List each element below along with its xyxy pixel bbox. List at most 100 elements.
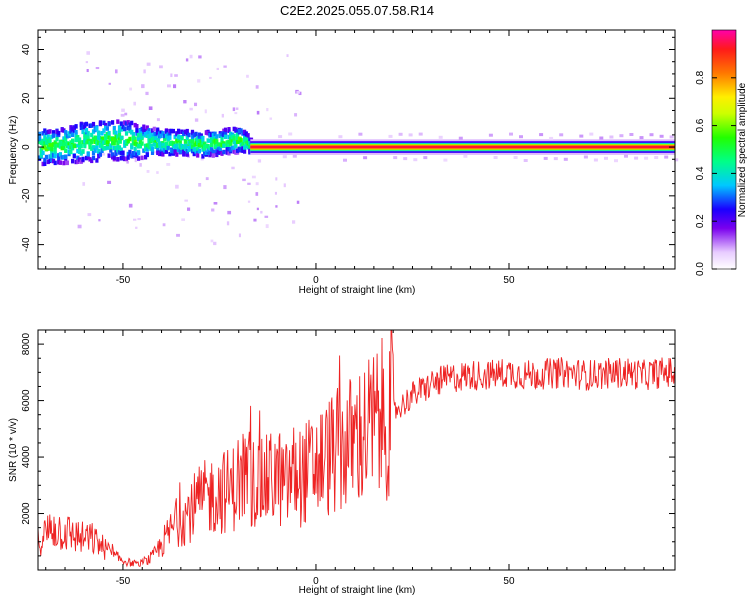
spectrogram-cell (55, 132, 59, 138)
spectrogram-cell (173, 134, 177, 140)
spectrogram-peak (105, 140, 110, 145)
spectrogram-cell (215, 139, 219, 144)
spectrogram-speckle (247, 200, 251, 203)
spectrogram-speckle (77, 224, 82, 229)
spectrogram-cell (150, 134, 155, 140)
spectrogram-cell (229, 141, 233, 146)
spectrogram-halo (418, 132, 423, 136)
spectrogram-speckle (253, 218, 257, 222)
spectrogram-cell (196, 146, 200, 151)
spectrogram-speckle (115, 69, 118, 74)
spectrogram-cell (84, 128, 89, 133)
spectrogram-cell (243, 129, 247, 135)
spectrogram-speckle (223, 185, 227, 190)
spectrogram-cell (196, 153, 200, 158)
spectrogram-cell (237, 147, 241, 152)
spectrogram-cell (95, 138, 99, 143)
spectrogram-cell (107, 135, 111, 140)
spectrogram-halo (398, 132, 403, 136)
spectrogram-cell (206, 131, 210, 136)
spectrogram-cell (150, 150, 155, 155)
spectrogram-cell (98, 152, 102, 157)
spectrogram-cell (220, 131, 224, 137)
spectrogram-cell (201, 147, 205, 152)
spectrogram-cell (64, 154, 68, 159)
spectrogram-cell (78, 149, 82, 154)
spectrogram-y-tick-label: 20 (21, 92, 32, 104)
spectrogram-speckle (87, 213, 92, 217)
colorbar-ticks: 0.0 0.2 0.4 0.6 0.8 (695, 70, 736, 276)
spectrogram-speckle (265, 224, 269, 229)
spectrogram-cell (137, 133, 141, 138)
spectrogram-halo (292, 154, 297, 158)
spectrogram-cell (183, 129, 188, 135)
spectrogram-speckle (255, 85, 259, 89)
spectrogram-cell (90, 146, 94, 151)
spectrogram-cell (199, 135, 203, 141)
spectrogram-peak (216, 142, 221, 147)
spectrogram-cell (149, 138, 153, 143)
spectrogram-cell (236, 136, 240, 141)
spectrogram-cell (211, 153, 215, 158)
spectrogram-cell (95, 158, 99, 163)
spectrogram-cell (124, 131, 129, 136)
spectrogram-cell (51, 130, 56, 135)
spectrogram-peak (76, 143, 81, 148)
spectrogram-cell (51, 158, 56, 164)
spectrogram-cell (100, 139, 104, 144)
spectrogram-cell (44, 154, 49, 160)
spectrogram-halo (604, 156, 608, 160)
spectrogram-speckle (135, 226, 138, 229)
spectrogram-cell (142, 127, 146, 132)
snr-y-tick-label: 2000 (21, 502, 32, 525)
spectrogram-cell (178, 149, 182, 154)
spectrogram-cell (206, 144, 210, 149)
spectrogram-x-tick-label: 0 (313, 275, 319, 286)
spectrogram-cell (142, 124, 146, 129)
spectrogram-cell (123, 156, 127, 162)
spectrogram-cell (104, 125, 108, 131)
spectrogram-speckle (204, 109, 207, 114)
spectrogram-cell (95, 126, 99, 131)
spectrogram-cell (44, 130, 49, 135)
spectrogram-cell (74, 135, 78, 140)
spectrogram-speckle (124, 112, 128, 116)
spectrogram-halo (629, 133, 634, 136)
spectrogram-cell (147, 142, 151, 148)
spectrogram-cell (46, 144, 50, 149)
spectrogram-speckle (275, 205, 278, 208)
spectrogram-cell (190, 139, 195, 144)
colorbar-tick-label: 0.4 (695, 166, 706, 180)
snr-x-tick-label: -50 (116, 576, 131, 587)
spectrogram-cell (114, 130, 118, 136)
spectrogram-cell (91, 150, 96, 156)
snr-x-axis-label: Height of straight line (km) (299, 585, 416, 596)
spectrogram-cell (100, 131, 104, 136)
spectrogram-cell (189, 143, 193, 148)
spectrogram-halo (614, 159, 618, 163)
spectrogram-cell (123, 126, 127, 131)
spectrogram-cell (67, 133, 71, 138)
spectrogram-speckle (210, 239, 214, 243)
spectrogram-cell (44, 137, 49, 142)
spectrogram-cell (105, 134, 109, 140)
spectrogram-cell (109, 148, 113, 153)
spectrogram-cell (208, 145, 212, 150)
spectrogram-speckle (231, 166, 235, 170)
colorbar-gradient (712, 30, 736, 269)
spectrogram-halo (493, 156, 498, 159)
spectrogram-cell (83, 135, 87, 141)
spectrogram-cell (53, 153, 57, 159)
spectrogram-cell (197, 132, 201, 137)
spectrogram-cell (112, 141, 116, 146)
spectrogram-cell (215, 143, 219, 149)
spectrogram-cell (65, 133, 69, 139)
spectrogram-peak (137, 137, 141, 142)
spectrogram-cell (93, 135, 97, 140)
spectrogram-cell (243, 133, 247, 139)
spectrogram-cell (147, 128, 151, 133)
spectrogram-cell (140, 155, 144, 161)
spectrogram-cell (144, 146, 148, 151)
spectrogram-cell (41, 150, 45, 156)
spectrogram-cell (210, 137, 214, 142)
